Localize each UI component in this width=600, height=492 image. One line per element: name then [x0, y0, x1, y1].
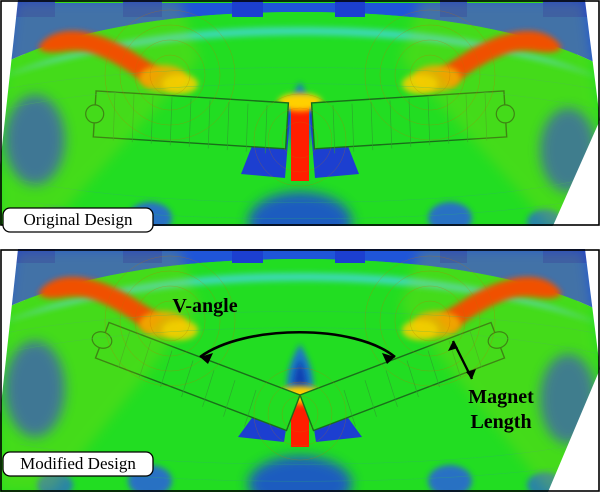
svg-text:Length: Length: [470, 411, 531, 433]
svg-text:Modified Design: Modified Design: [20, 454, 136, 473]
svg-text:Original Design: Original Design: [23, 210, 133, 229]
svg-text:Magnet: Magnet: [468, 386, 534, 408]
svg-text:V-angle: V-angle: [172, 295, 237, 317]
